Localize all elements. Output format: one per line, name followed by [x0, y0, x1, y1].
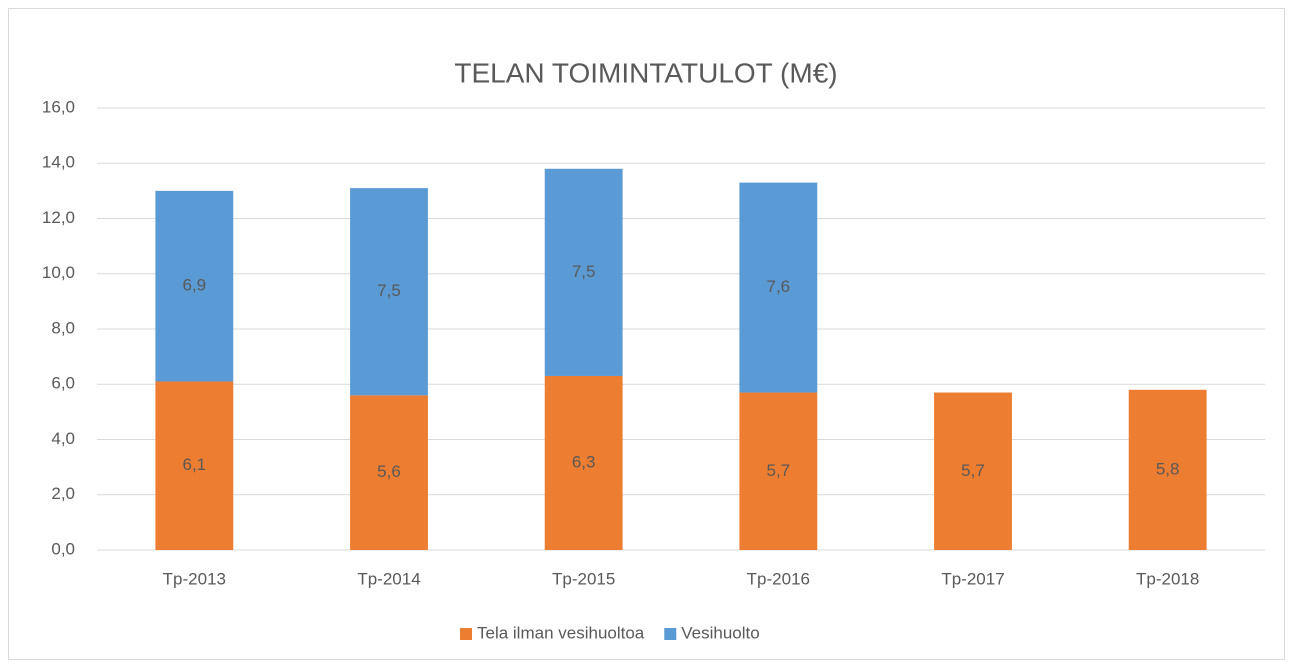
bar-segment — [350, 188, 428, 396]
x-tick-label: Tp-2016 — [747, 569, 810, 588]
chart-title: TELAN TOIMINTATULOT (M€) — [454, 57, 837, 88]
bar-segment — [350, 395, 428, 550]
legend-label: Tela ilman vesihuoltoa — [477, 623, 645, 642]
legend-swatch — [664, 628, 677, 640]
data-label: 6,1 — [183, 455, 207, 474]
data-label: 5,7 — [961, 461, 985, 480]
data-label: 7,5 — [377, 281, 401, 300]
bar-segment — [739, 392, 818, 550]
y-tick-label: 4,0 — [51, 429, 75, 448]
legend-swatch — [460, 628, 472, 640]
x-tick-label: Tp-2015 — [552, 569, 615, 588]
y-tick-label: 8,0 — [51, 318, 75, 337]
bar-segment — [1128, 389, 1207, 550]
bar-segment — [739, 182, 818, 393]
data-label: 5,6 — [377, 462, 401, 481]
y-tick-label: 14,0 — [42, 153, 75, 172]
y-tick-label: 2,0 — [51, 484, 75, 503]
bar-segment — [544, 168, 623, 376]
data-label: 7,5 — [572, 262, 596, 281]
y-tick-label: 0,0 — [51, 539, 75, 558]
x-tick-label: Tp-2014 — [357, 569, 420, 588]
y-tick-label: 10,0 — [42, 263, 75, 282]
bar-segment — [155, 190, 234, 382]
data-label: 6,3 — [572, 452, 596, 471]
bar-segment — [544, 375, 623, 550]
legend-label: Vesihuolto — [681, 623, 759, 642]
data-label: 7,6 — [767, 277, 791, 296]
data-label: 5,7 — [767, 461, 791, 480]
data-label: 5,8 — [1156, 459, 1180, 478]
x-tick-label: Tp-2017 — [941, 569, 1004, 588]
y-tick-label: 12,0 — [42, 208, 75, 227]
x-tick-label: Tp-2018 — [1136, 569, 1199, 588]
y-tick-label: 6,0 — [51, 374, 75, 393]
y-tick-label: 16,0 — [42, 97, 75, 116]
bar-segment — [155, 381, 234, 550]
x-tick-label: Tp-2013 — [163, 569, 226, 588]
data-label: 6,9 — [183, 276, 207, 295]
bar-segment — [934, 392, 1012, 550]
